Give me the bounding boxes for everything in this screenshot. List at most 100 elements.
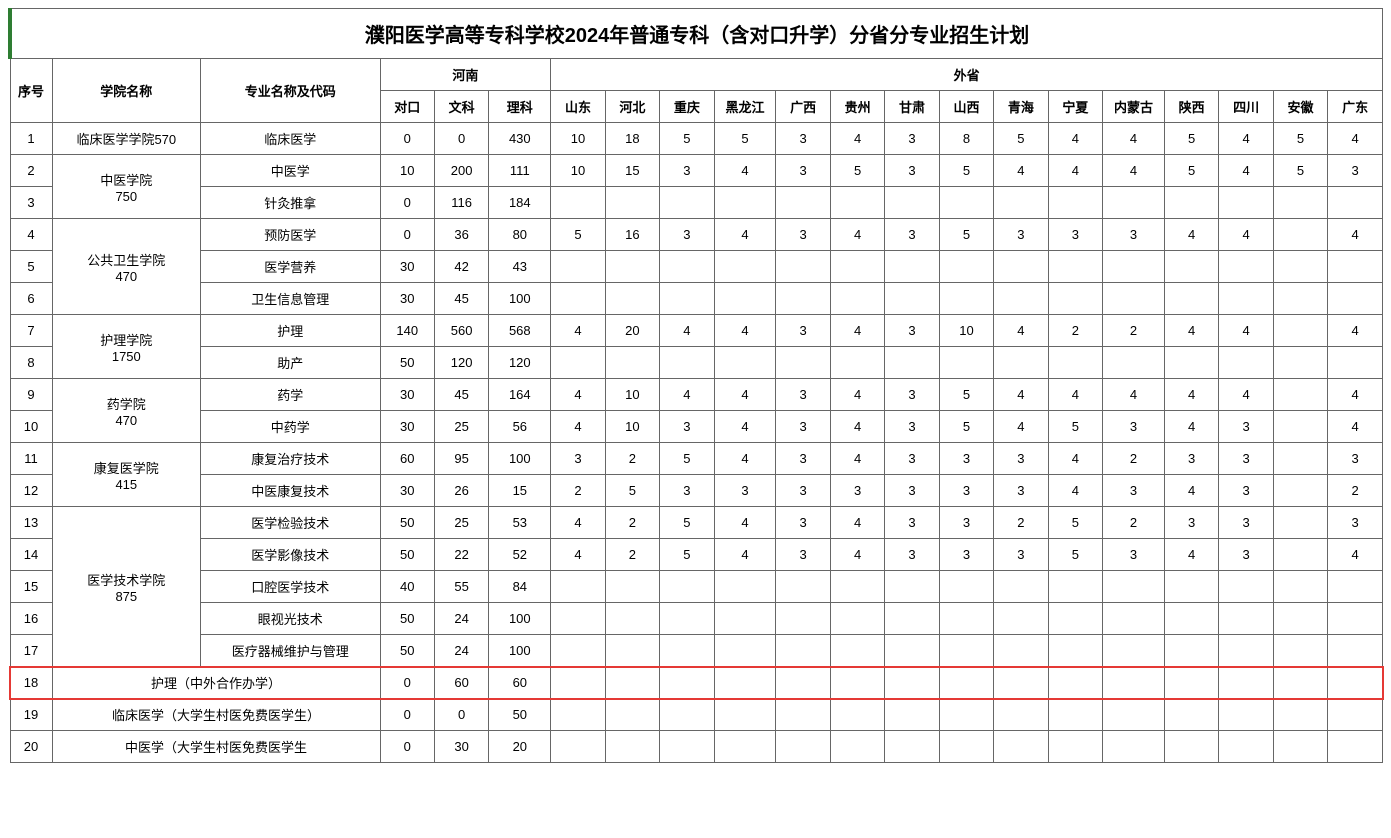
cell-value: 184 bbox=[489, 187, 551, 219]
table-row: 3针灸推拿0116184 bbox=[10, 187, 1383, 219]
cell-value: 3 bbox=[885, 507, 939, 539]
cell-value bbox=[1273, 603, 1327, 635]
cell-value: 2 bbox=[605, 507, 659, 539]
cell-seq: 7 bbox=[10, 315, 52, 347]
cell-value bbox=[1328, 251, 1383, 283]
cell-value bbox=[1164, 667, 1218, 699]
cell-major: 针灸推拿 bbox=[201, 187, 380, 219]
cell-value: 25 bbox=[434, 507, 488, 539]
cell-seq: 19 bbox=[10, 699, 52, 731]
cell-value: 45 bbox=[434, 283, 488, 315]
table-row: 13医学技术学院 875医学检验技术50255342543433252333 bbox=[10, 507, 1383, 539]
table-row: 19临床医学（大学生村医免费医学生）0050 bbox=[10, 699, 1383, 731]
cell-value: 3 bbox=[776, 539, 830, 571]
table-row: 10中药学302556410343435453434 bbox=[10, 411, 1383, 443]
cell-value: 3 bbox=[1219, 475, 1273, 507]
header-other-group: 外省 bbox=[551, 59, 1383, 91]
cell-value: 60 bbox=[489, 667, 551, 699]
cell-value: 4 bbox=[1219, 155, 1273, 187]
cell-seq: 16 bbox=[10, 603, 52, 635]
cell-value bbox=[994, 603, 1048, 635]
cell-value bbox=[605, 187, 659, 219]
cell-value: 140 bbox=[380, 315, 434, 347]
cell-value: 3 bbox=[885, 475, 939, 507]
cell-value bbox=[939, 603, 993, 635]
cell-major: 中医学 bbox=[201, 155, 380, 187]
cell-value bbox=[1048, 347, 1102, 379]
cell-value: 3 bbox=[714, 475, 776, 507]
cell-value: 25 bbox=[434, 411, 488, 443]
cell-value bbox=[830, 635, 884, 667]
table-row: 12中医康复技术30261525333333343432 bbox=[10, 475, 1383, 507]
cell-value: 4 bbox=[1048, 155, 1102, 187]
cell-value bbox=[1273, 379, 1327, 411]
cell-value bbox=[1219, 571, 1273, 603]
cell-value: 3 bbox=[776, 507, 830, 539]
cell-value bbox=[830, 667, 884, 699]
cell-value bbox=[776, 283, 830, 315]
cell-value: 2 bbox=[994, 507, 1048, 539]
cell-value: 15 bbox=[489, 475, 551, 507]
cell-value bbox=[1273, 635, 1327, 667]
table-body: 1临床医学学院570临床医学00430101855343854454542中医学… bbox=[10, 123, 1383, 763]
cell-major-merged: 临床医学（大学生村医免费医学生） bbox=[52, 699, 380, 731]
cell-major: 临床医学 bbox=[201, 123, 380, 155]
cell-value bbox=[714, 667, 776, 699]
cell-value bbox=[939, 667, 993, 699]
table-row: 18护理（中外合作办学）06060 bbox=[10, 667, 1383, 699]
cell-value bbox=[1048, 699, 1102, 731]
cell-value: 4 bbox=[714, 379, 776, 411]
cell-seq: 17 bbox=[10, 635, 52, 667]
cell-value: 2 bbox=[1328, 475, 1383, 507]
cell-value: 4 bbox=[551, 315, 605, 347]
cell-value: 3 bbox=[830, 475, 884, 507]
cell-value bbox=[1103, 667, 1165, 699]
cell-value: 10 bbox=[605, 379, 659, 411]
cell-value: 100 bbox=[489, 603, 551, 635]
cell-value bbox=[551, 667, 605, 699]
cell-value: 4 bbox=[1103, 379, 1165, 411]
cell-value: 4 bbox=[994, 315, 1048, 347]
table-row: 4公共卫生学院 470预防医学03680516343435333444 bbox=[10, 219, 1383, 251]
cell-value: 4 bbox=[1164, 539, 1218, 571]
table-row: 15口腔医学技术405584 bbox=[10, 571, 1383, 603]
cell-value: 3 bbox=[994, 475, 1048, 507]
cell-value: 2 bbox=[605, 443, 659, 475]
cell-value bbox=[1328, 283, 1383, 315]
cell-value: 43 bbox=[489, 251, 551, 283]
cell-value: 4 bbox=[551, 507, 605, 539]
cell-value: 4 bbox=[551, 379, 605, 411]
cell-value bbox=[1103, 283, 1165, 315]
cell-seq: 9 bbox=[10, 379, 52, 411]
cell-value bbox=[1273, 571, 1327, 603]
cell-value bbox=[994, 251, 1048, 283]
header-province-col: 宁夏 bbox=[1048, 91, 1102, 123]
cell-value: 4 bbox=[551, 411, 605, 443]
cell-major: 中药学 bbox=[201, 411, 380, 443]
header-province-col: 青海 bbox=[994, 91, 1048, 123]
cell-value bbox=[776, 347, 830, 379]
cell-value: 8 bbox=[939, 123, 993, 155]
cell-value bbox=[605, 731, 659, 763]
cell-seq: 14 bbox=[10, 539, 52, 571]
cell-value bbox=[1164, 635, 1218, 667]
cell-value: 430 bbox=[489, 123, 551, 155]
cell-value bbox=[1219, 667, 1273, 699]
cell-value: 3 bbox=[776, 411, 830, 443]
cell-value: 4 bbox=[714, 219, 776, 251]
cell-value: 0 bbox=[380, 667, 434, 699]
cell-seq: 1 bbox=[10, 123, 52, 155]
cell-value bbox=[1273, 731, 1327, 763]
cell-value bbox=[1273, 475, 1327, 507]
cell-value bbox=[885, 667, 939, 699]
table-row: 6卫生信息管理3045100 bbox=[10, 283, 1383, 315]
cell-value bbox=[1328, 667, 1383, 699]
cell-value bbox=[1164, 187, 1218, 219]
cell-value: 50 bbox=[380, 539, 434, 571]
cell-value bbox=[885, 699, 939, 731]
cell-value: 4 bbox=[1328, 123, 1383, 155]
cell-value: 4 bbox=[714, 507, 776, 539]
cell-value bbox=[830, 251, 884, 283]
cell-value: 3 bbox=[1219, 539, 1273, 571]
cell-seq: 13 bbox=[10, 507, 52, 539]
